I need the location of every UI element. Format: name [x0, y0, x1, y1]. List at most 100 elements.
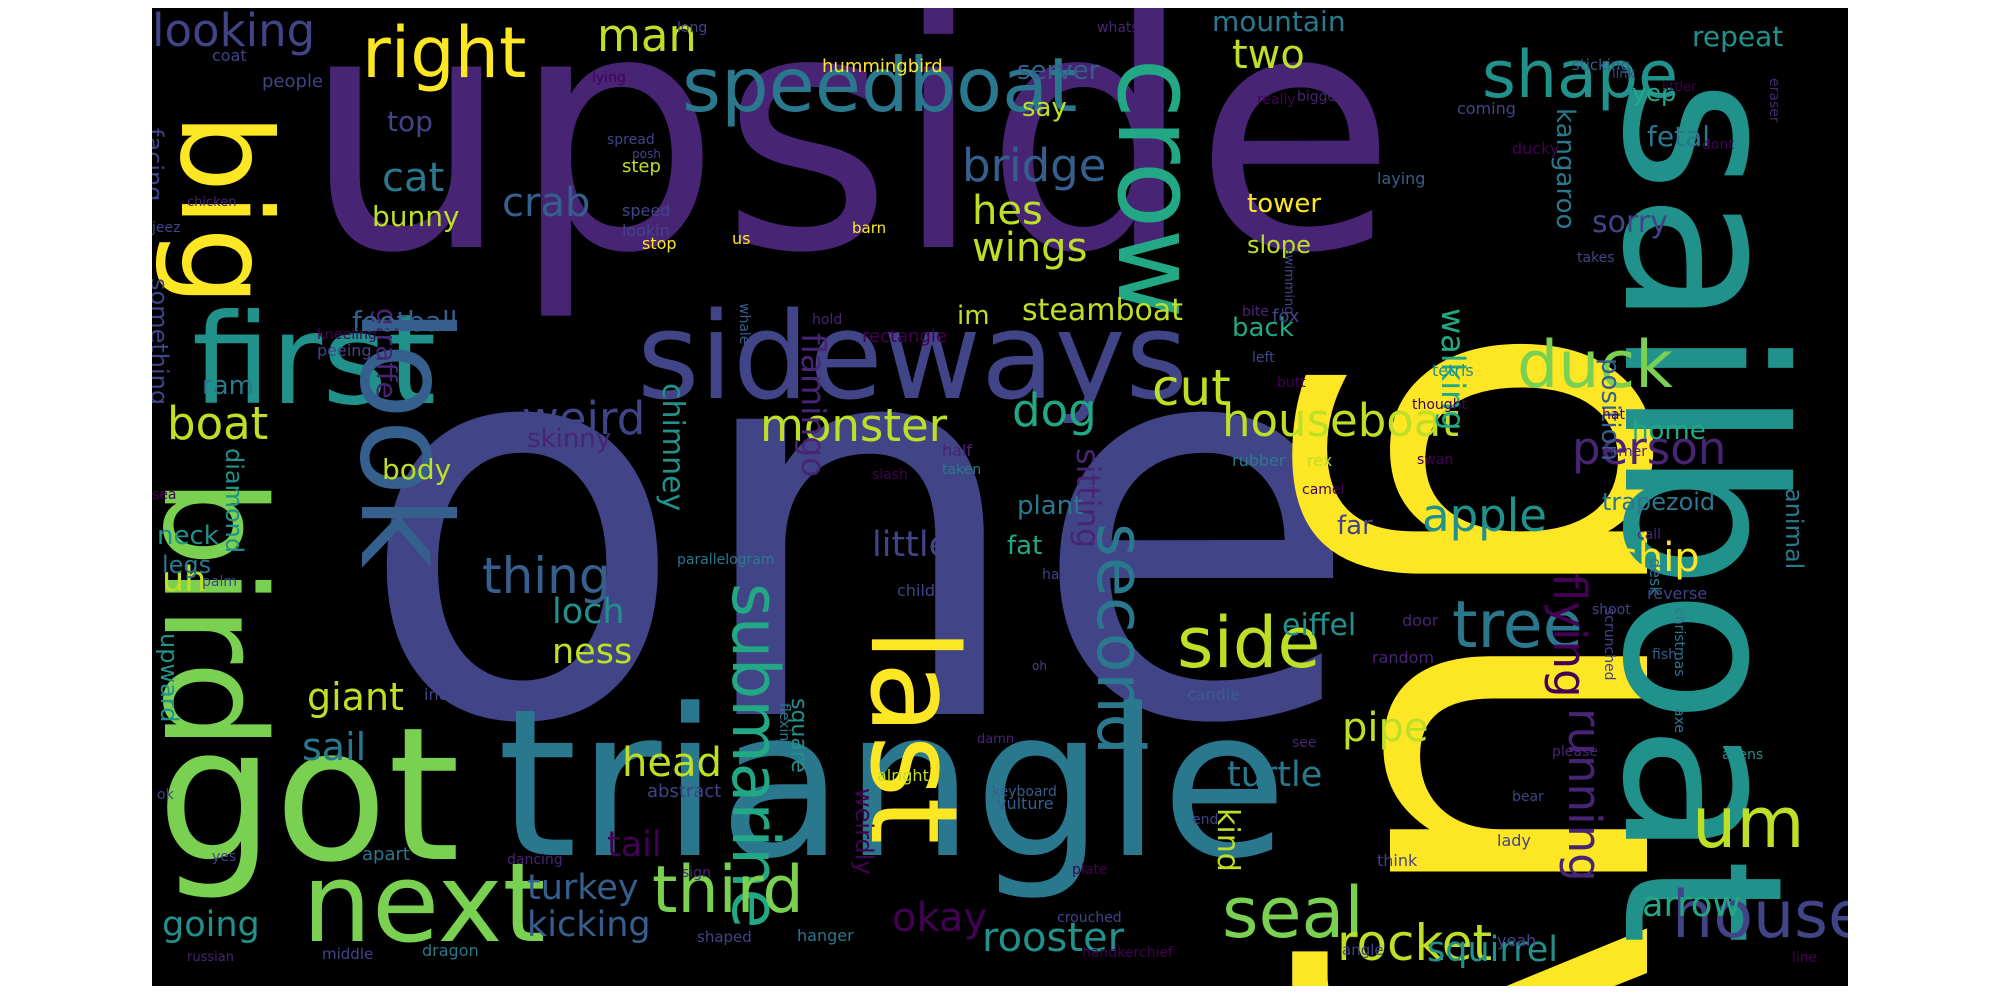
word-left: left — [1252, 350, 1275, 366]
word-cat: cat — [382, 155, 445, 201]
word-people: people — [262, 71, 324, 92]
word-fetal: fetal — [1647, 120, 1710, 153]
word-bear: bear — [1512, 789, 1544, 805]
word-keyboard: keyboard — [992, 784, 1057, 800]
word-kicking: kicking — [527, 905, 651, 945]
word-thing: thing — [482, 547, 611, 605]
word-skinny: skinny — [527, 424, 612, 454]
word-abstract: abstract — [647, 781, 722, 802]
word-trapezoid: trapezoid — [1602, 488, 1716, 516]
word-facing: facing — [152, 128, 168, 202]
word-mountain: mountain — [1212, 8, 1346, 38]
word-parallelogram: parallelogram — [677, 552, 775, 568]
word-axe: axe — [1671, 708, 1687, 734]
word-fish: fish — [1652, 647, 1677, 663]
word-turtle: turtle — [1227, 755, 1323, 795]
word-monster: monster — [760, 399, 948, 452]
word-line: line — [1792, 950, 1818, 966]
word-eraser: eraser — [1766, 78, 1782, 123]
word-weirdly: weirdly — [850, 788, 878, 875]
word-flexing: flexing — [776, 703, 792, 751]
word-link: link — [1612, 67, 1635, 82]
word-rooster: rooster — [982, 915, 1125, 961]
word-triangle: triangle — [497, 666, 1288, 904]
word-end: end — [1192, 812, 1219, 828]
word-stop: stop — [642, 234, 677, 253]
word-far: far — [1337, 511, 1373, 541]
word-hanger: hanger — [797, 926, 854, 945]
word-flying: flying — [1543, 573, 1596, 698]
word-one: one — [357, 214, 1362, 842]
word-turkey: turkey — [527, 868, 639, 908]
word-bigger: bigger — [1297, 89, 1342, 105]
word-bunny: bunny — [372, 200, 460, 233]
word-chimney: chimney — [655, 383, 690, 512]
word-see: see — [1292, 735, 1317, 751]
word-head: head — [622, 740, 722, 786]
word-hummingbird: hummingbird — [822, 56, 943, 77]
word-indian: indian — [424, 685, 474, 704]
word-im: im — [957, 301, 990, 331]
word-cut: cut — [1152, 359, 1231, 417]
word-dancing: dancing — [507, 852, 563, 868]
word-house: house — [1672, 878, 1848, 953]
word-tetris: tetris — [1432, 361, 1474, 380]
word-ok: ok — [157, 787, 174, 803]
word-football: football — [352, 305, 458, 338]
word-sail: sail — [302, 725, 367, 769]
word-body: body — [382, 453, 452, 486]
word-please: please — [1552, 744, 1598, 760]
word-butt: butt — [1277, 375, 1306, 391]
word-bridge: bridge — [962, 139, 1107, 192]
word-apart: apart — [362, 844, 410, 865]
word-pipe: pipe — [1342, 705, 1429, 751]
word-chicken: chicken — [187, 195, 237, 210]
word-sign: sign — [682, 865, 711, 881]
word-next: next — [302, 839, 546, 967]
word-going: going — [162, 905, 260, 945]
word-looking: looking — [152, 8, 316, 57]
word-half: half — [942, 441, 973, 460]
word-say: say — [1022, 93, 1067, 123]
word-second: second — [1082, 523, 1157, 755]
word-lookin: lookin — [622, 221, 670, 240]
word-um: um — [1692, 782, 1805, 864]
word-diamond: diamond — [220, 448, 248, 554]
word-man: man — [597, 9, 697, 62]
word-server: server — [1017, 56, 1100, 86]
word-boat: boat — [167, 397, 269, 450]
word-shoot: shoot — [1592, 602, 1631, 618]
word-really: really — [1257, 92, 1296, 108]
word-coming: coming — [1457, 99, 1516, 118]
word-takes: takes — [1577, 250, 1615, 266]
word-hat: hat — [1602, 407, 1625, 423]
word-crab: crab — [502, 180, 591, 226]
word-camel: camel — [1302, 482, 1345, 498]
word-sorry: sorry — [1592, 205, 1668, 240]
word-whats: whats — [1097, 20, 1139, 36]
word-crouched: crouched — [1057, 910, 1122, 926]
word-home: home — [1632, 416, 1706, 446]
word-apple: apple — [1422, 489, 1547, 542]
word-houseboat: houseboat — [1222, 394, 1460, 447]
word-ness: ness — [552, 632, 633, 672]
word-barn: barn — [852, 219, 887, 237]
word-seal: seal — [1222, 872, 1364, 954]
word-door: door — [1402, 611, 1439, 630]
word-plant: plant — [1017, 491, 1084, 521]
word-lying: lying — [592, 70, 626, 86]
word-okay: okay — [892, 895, 988, 941]
word-plate: plate — [1072, 862, 1108, 878]
word-speedboat: speedboat — [682, 41, 1078, 129]
word-repeat: repeat — [1692, 20, 1784, 53]
word-ram: ram — [202, 371, 254, 401]
word-running: running — [1558, 708, 1611, 882]
word-littler: littler — [1662, 80, 1697, 95]
word-vulture: vulture — [997, 794, 1054, 813]
word-little: little — [872, 525, 951, 565]
word-shape: shape — [1482, 38, 1679, 113]
word-yes: yes — [212, 849, 237, 865]
word-back: back — [1232, 313, 1294, 343]
word-two: two — [1232, 32, 1305, 78]
word-coat: coat — [212, 46, 247, 65]
